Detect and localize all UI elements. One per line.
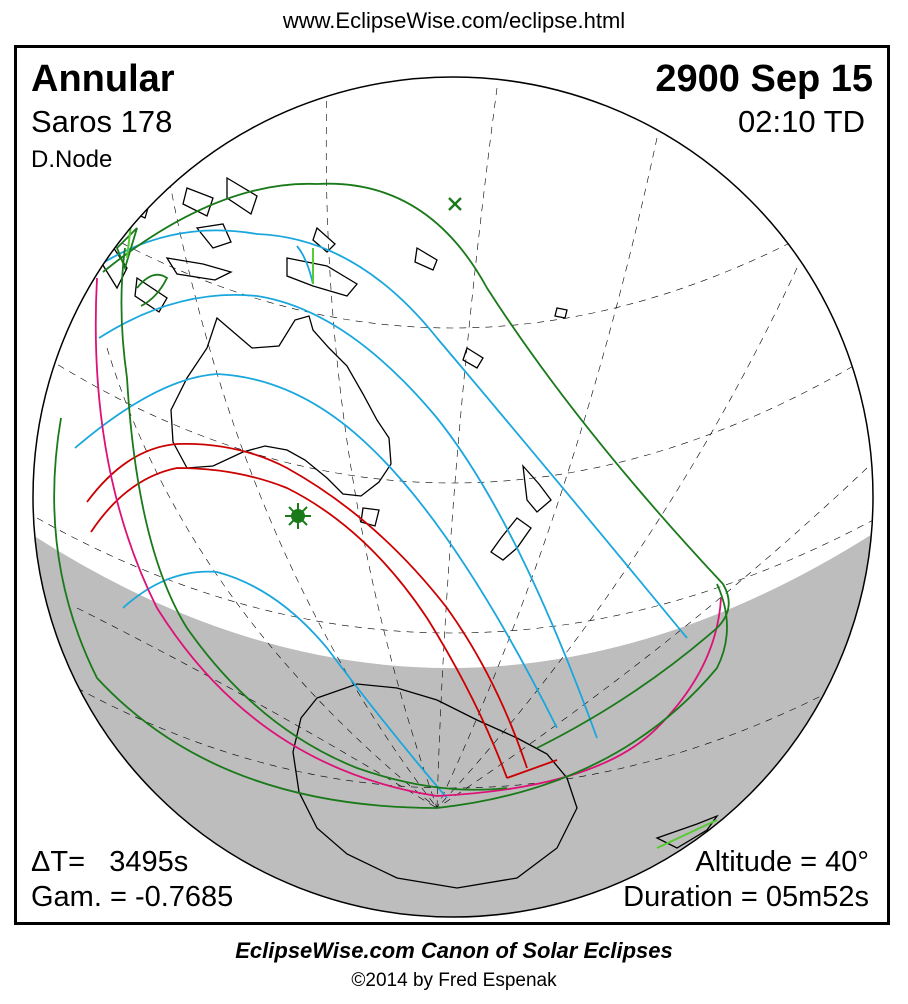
globe-outline [32,76,874,918]
map-frame: Annular Saros 178 D.Node 2900 Sep 15 02:… [14,45,890,925]
magnitude-curves [74,229,688,799]
eclipse-type: Annular [31,58,175,100]
page-url[interactable]: www.EclipseWise.com/eclipse.html [282,8,626,33]
rise-set-curve [94,277,722,797]
globe-map [32,76,874,918]
copyright: ©2014 by Fred Espenak [351,970,557,991]
umbral-path [86,442,558,779]
node-label: D.Node [31,146,113,173]
canon-title: EclipseWise.com Canon of Solar Eclipses [235,938,673,963]
eclipse-date: 2900 Sep 15 [655,58,873,100]
eclipse-time: 02:10 TD [738,104,865,139]
graticule [36,87,873,809]
sun-star-icon [285,503,311,529]
gamma-value: Gam. = -0.7685 [31,881,234,913]
duration-value: Duration = 05m52s [623,881,869,913]
night-side-shading [33,518,873,917]
penumbral-limits [53,182,730,809]
delta-t-value: ΔT= 3495s [31,846,189,878]
altitude-value: Altitude = 40° [695,846,869,878]
saros-number: Saros 178 [31,104,173,139]
cross-icon [448,197,462,211]
